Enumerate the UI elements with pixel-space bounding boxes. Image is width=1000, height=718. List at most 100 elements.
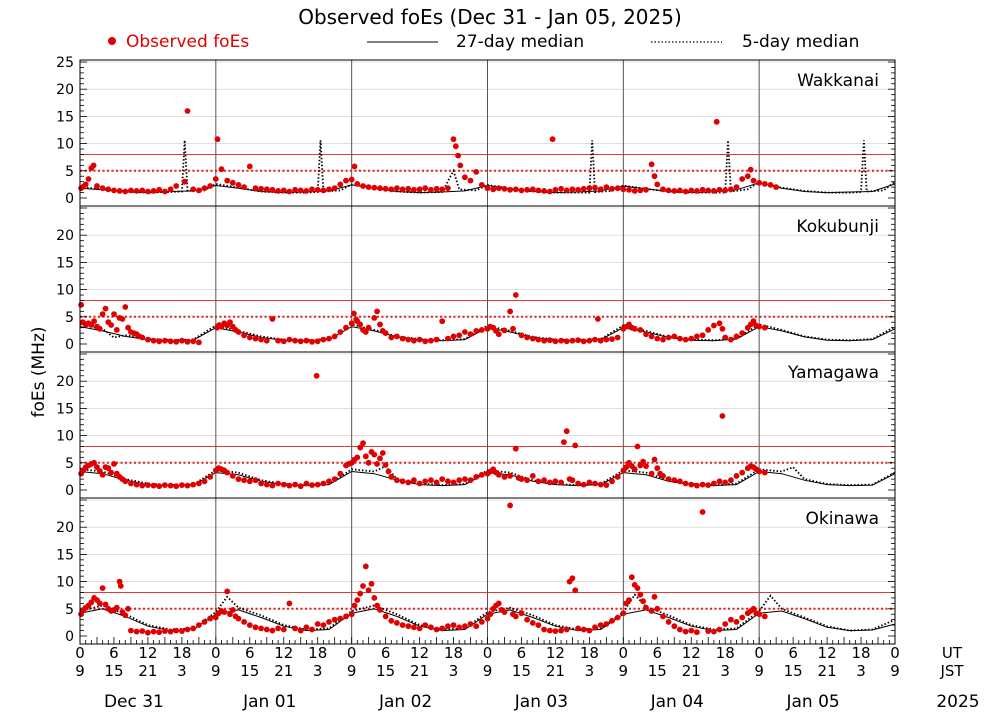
observed-point [382,185,389,192]
observed-point [207,615,214,622]
observed-point [360,183,366,189]
observed-point [399,478,406,485]
observed-point [634,443,641,450]
observed-point [716,320,723,327]
ut-axis-label: UT [942,644,963,662]
observed-point [326,186,332,193]
observed-point [597,622,604,628]
observed-point [518,332,525,339]
observed-point [108,469,114,476]
observed-point [640,458,646,465]
x-tick-label-ut: 6 [653,644,663,662]
observed-point [167,628,174,635]
observed-point [552,338,559,345]
observed-point [269,482,276,489]
observed-point [671,333,678,340]
observed-point [377,607,383,613]
observed-point [756,611,763,618]
observed-point [320,480,327,487]
observed-point [688,627,695,634]
observed-point [750,177,757,184]
observed-point [411,337,417,344]
observed-point [91,318,97,325]
observed-point [145,336,151,343]
observed-point [623,464,630,471]
observed-point [145,482,151,488]
observed-point [275,625,281,632]
observed-point [388,186,395,193]
observed-point [156,629,163,636]
x-tick-label-ut: 6 [109,644,119,662]
observed-point [139,187,146,194]
observed-point [113,327,120,333]
x-tick-label-ut: 12 [818,644,837,662]
x-tick-label-ut: 12 [138,644,157,662]
observed-point [235,329,242,335]
observed-point [699,481,706,488]
y-tick-label: 15 [56,547,74,563]
observed-point [467,621,474,627]
observed-point [201,185,208,192]
jst-axis-label: JST [939,662,964,680]
observed-point [719,413,726,419]
y-tick-label: 20 [56,82,74,98]
observed-point [88,599,95,606]
observed-point [643,604,649,611]
median-5day-line [79,464,896,487]
observed-point [382,330,389,336]
observed-point [241,477,248,484]
observed-point [433,185,440,192]
x-tick-label-ut: 18 [172,644,191,662]
observed-point [90,162,97,169]
observed-point [546,627,553,634]
observed-point [640,598,646,605]
observed-point [518,187,525,194]
station-name: Wakkanai [797,71,879,91]
observed-point [586,479,593,486]
observed-point [207,183,214,189]
observed-point [145,188,151,195]
x-tick-label-jst: 3 [177,662,187,680]
observed-point [512,186,519,193]
station-name: Yamagawa [787,363,879,383]
x-tick-label-jst: 3 [856,662,866,680]
y-tick-label: 5 [65,164,74,180]
observed-point [337,470,344,477]
observed-point [660,186,666,193]
station-panel-okinawa: 0 5 10 15 20 Okinawa [56,497,896,645]
observed-point [102,601,109,608]
observed-point [637,591,644,598]
observed-point [603,336,610,343]
observed-point [181,178,188,185]
y-tick-label: 20 [56,520,74,536]
observed-point [728,477,734,484]
observed-point [711,188,717,194]
day-label: Jan 03 [514,692,568,712]
observed-point [246,478,253,485]
observed-point [399,622,406,628]
x-tick-label-jst: 15 [512,662,531,680]
observed-point [190,338,197,345]
observed-point [569,186,576,193]
observed-point [501,185,508,192]
observed-point [337,181,344,188]
observed-point [422,338,429,345]
observed-point [648,333,655,340]
observed-point [263,481,270,488]
observed-point [529,335,536,342]
observed-point [196,339,202,346]
observed-point [541,477,547,484]
observed-point [246,622,253,628]
observed-point [246,334,253,341]
observed-point [699,186,706,193]
observed-point [609,185,615,192]
x-tick-label-ut: 18 [580,644,599,662]
observed-point [512,613,519,620]
observed-point [529,186,536,193]
observed-point [450,136,457,143]
observed-point [450,622,457,628]
observed-point [558,185,564,192]
y-tick-label: 10 [56,283,74,299]
observed-point [620,186,627,193]
